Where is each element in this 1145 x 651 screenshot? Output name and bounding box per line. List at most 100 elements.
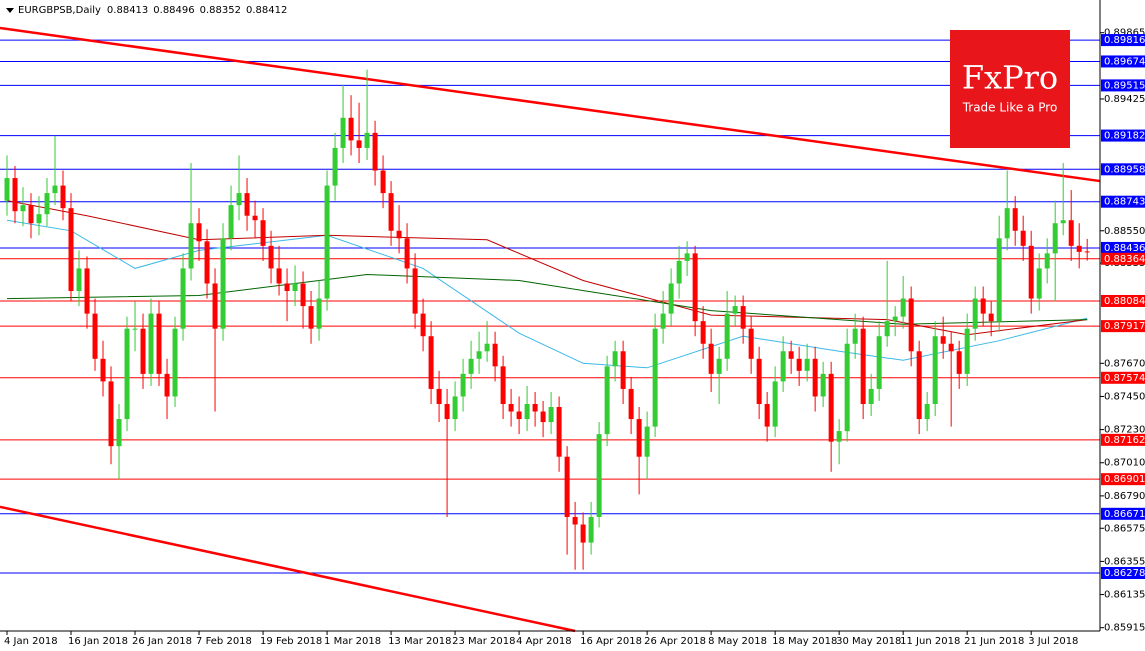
level-label-box	[1101, 55, 1145, 68]
candle-body	[980, 298, 986, 314]
level-label: 0.88084	[1104, 296, 1145, 307]
candle-body	[652, 328, 658, 427]
candle-body	[108, 381, 114, 447]
candle-body	[484, 343, 490, 352]
candle-body	[348, 117, 354, 141]
candle-body	[124, 328, 130, 420]
level-label: 0.87574	[1104, 373, 1145, 384]
candle-body	[852, 328, 858, 344]
candle-body	[988, 313, 994, 322]
candle-body	[380, 170, 386, 194]
candle-body	[172, 328, 178, 397]
candle-body	[692, 253, 698, 322]
candle-body	[564, 456, 570, 517]
candle-body	[140, 328, 146, 374]
candle-body	[1084, 251, 1090, 253]
x-tick-label: 3 Jul 2018	[1028, 636, 1078, 647]
candle-body	[812, 358, 818, 397]
candle-body	[276, 268, 282, 284]
level-label: 0.88743	[1104, 197, 1145, 208]
y-tick-label: 0.87670	[1104, 358, 1145, 369]
candle-body	[516, 411, 522, 420]
x-tick-label: 16 Jan 2018	[68, 636, 128, 647]
candle-body	[820, 373, 826, 397]
candle-body	[636, 419, 642, 457]
y-tick-label: 0.88550	[1104, 226, 1145, 237]
candle-body	[580, 524, 586, 543]
candle-body	[700, 321, 706, 344]
level-label: 0.86901	[1104, 474, 1145, 485]
logo-tagline: Trade Like a Pro	[962, 101, 1058, 115]
candle-body	[428, 336, 434, 389]
moving-average	[6, 273, 1088, 325]
level-label: 0.86671	[1104, 509, 1145, 520]
level-label-box	[1101, 294, 1145, 307]
level-label: 0.88958	[1104, 164, 1145, 175]
candle-body	[60, 185, 66, 209]
candle-body	[468, 358, 474, 374]
candle-body	[252, 215, 258, 221]
candle-body	[204, 241, 210, 284]
candle-body	[260, 220, 266, 246]
candle-body	[844, 343, 850, 432]
level-label-box	[1101, 129, 1145, 142]
candle-body	[236, 193, 242, 206]
candle-body	[868, 388, 874, 404]
candle-body	[212, 283, 218, 329]
candle-body	[924, 403, 930, 420]
candle-body	[660, 313, 666, 329]
x-tick-label: 4 Jan 2018	[4, 636, 58, 647]
candle-body	[732, 306, 738, 314]
candle-body	[900, 298, 906, 317]
candle-body	[44, 193, 50, 215]
candle-body	[364, 132, 370, 148]
low: 0.88352	[200, 5, 241, 16]
level-label-box	[1101, 252, 1145, 265]
candle-body	[964, 328, 970, 374]
candle-body	[396, 230, 402, 239]
candle-body	[1012, 208, 1018, 231]
x-tick-label: 4 Apr 2018	[516, 636, 571, 647]
candle-body	[780, 351, 786, 382]
candle-body	[1028, 245, 1034, 299]
candle-body	[452, 396, 458, 420]
candle-body	[588, 516, 594, 543]
moving-average	[6, 200, 1088, 336]
candle-body	[796, 358, 802, 371]
candle-body	[948, 343, 954, 352]
candle-body	[148, 313, 154, 374]
x-tick-label: 21 Jun 2018	[964, 636, 1024, 647]
candle-body	[372, 132, 378, 171]
candle-body	[268, 245, 274, 269]
candle-body	[340, 117, 346, 148]
candle-body	[228, 205, 234, 239]
menu-arrow[interactable]	[6, 8, 14, 13]
candle-body	[860, 328, 866, 404]
chart-header: EURGBPSB,Daily 0.88413 0.88496 0.88352 0.884…	[18, 5, 287, 16]
moving-average	[6, 219, 1088, 369]
candle-body	[84, 268, 90, 314]
level-label-box	[1101, 473, 1145, 486]
candle-body	[52, 185, 58, 194]
open: 0.88413	[107, 5, 148, 16]
candle-body	[644, 426, 650, 457]
level-label-box	[1101, 163, 1145, 176]
y-tick-label: 0.89425	[1104, 94, 1145, 105]
logo-brand: FxPro	[962, 59, 1058, 97]
candle-body	[244, 193, 250, 216]
candle-body	[332, 147, 338, 186]
candle-body	[1068, 220, 1074, 246]
candle-body	[1060, 220, 1066, 224]
level-label: 0.88364	[1104, 254, 1145, 265]
candle-body	[788, 351, 794, 359]
candle-body	[28, 205, 34, 224]
candle-body	[1052, 223, 1058, 254]
level-label: 0.86278	[1104, 568, 1145, 579]
candle-body	[196, 223, 202, 242]
candle-body	[572, 516, 578, 525]
candle-body	[500, 366, 506, 404]
candle-body	[916, 351, 922, 420]
candle-body	[316, 298, 322, 329]
level-label: 0.89674	[1104, 56, 1145, 67]
level-label-box	[1101, 195, 1145, 208]
